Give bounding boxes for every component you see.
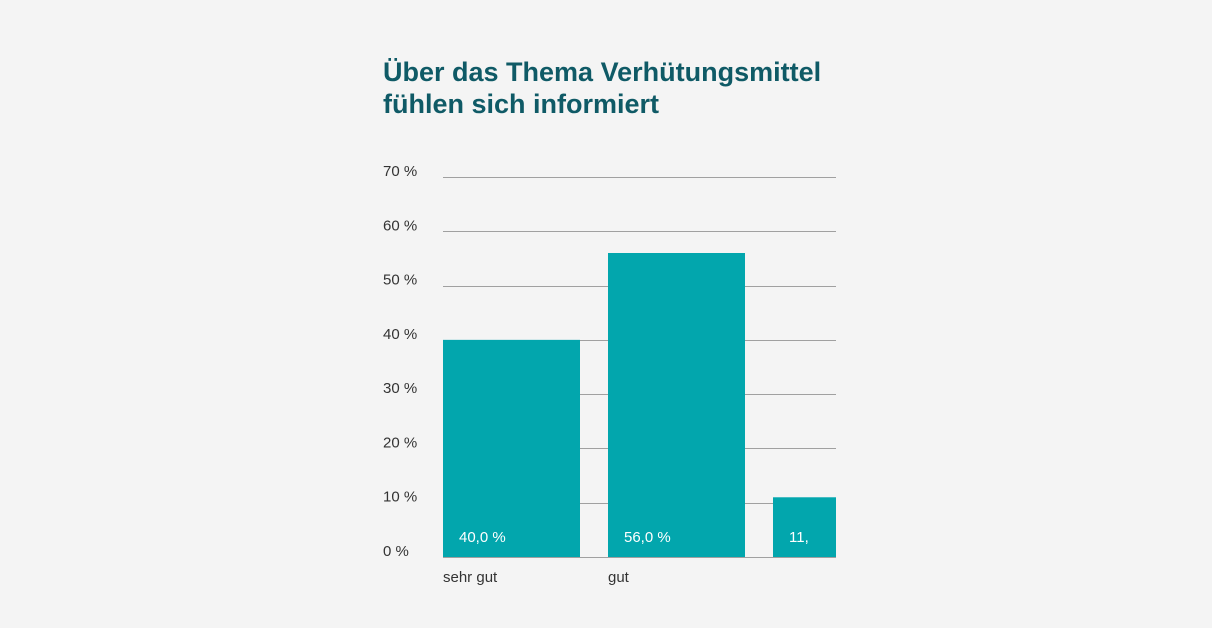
x-category-label: gut — [608, 569, 630, 586]
y-axis: 0 % 10 % 20 % 30 % 40 % 50 % 60 % 70 % — [383, 163, 417, 560]
y-tick-label: 20 % — [383, 434, 417, 451]
y-tick-label: 40 % — [383, 326, 417, 343]
bar-value-label: 11, — [789, 529, 809, 546]
y-tick-label: 0 % — [383, 543, 409, 560]
bar — [443, 339, 580, 557]
y-tick-label: 70 % — [383, 163, 417, 180]
bar — [608, 253, 745, 557]
chart-title: Über das Thema Verhütungsmittel fühlen s… — [383, 57, 822, 119]
bar-value-label: 40,0 % — [459, 529, 506, 546]
bars: 40,0 % 56,0 % 11, — [443, 253, 836, 557]
y-tick-label: 30 % — [383, 380, 417, 397]
x-category-label: sehr gut — [443, 569, 498, 586]
bar-value-label: 56,0 % — [624, 529, 671, 546]
x-axis: sehr gut gut — [443, 569, 630, 586]
bar — [773, 497, 836, 557]
y-tick-label: 10 % — [383, 489, 417, 506]
y-tick-label: 50 % — [383, 272, 417, 289]
y-tick-label: 60 % — [383, 217, 417, 234]
